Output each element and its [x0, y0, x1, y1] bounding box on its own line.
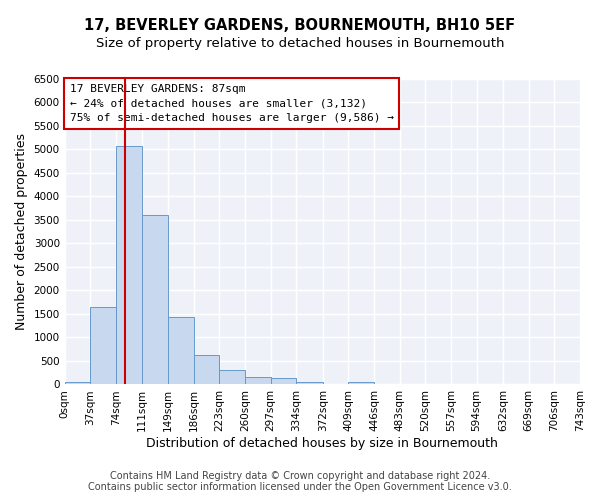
Bar [271, 378, 296, 384]
Bar [91, 307, 116, 384]
Bar [245, 377, 271, 384]
Text: 17 BEVERLEY GARDENS: 87sqm
← 24% of detached houses are smaller (3,132)
75% of s: 17 BEVERLEY GARDENS: 87sqm ← 24% of deta… [70, 84, 394, 123]
Bar [142, 216, 168, 384]
Bar [194, 356, 220, 384]
Text: Size of property relative to detached houses in Bournemouth: Size of property relative to detached ho… [96, 38, 504, 51]
X-axis label: Distribution of detached houses by size in Bournemouth: Distribution of detached houses by size … [146, 437, 498, 450]
Bar [168, 318, 194, 384]
Text: Contains public sector information licensed under the Open Government Licence v3: Contains public sector information licen… [88, 482, 512, 492]
Bar [116, 146, 142, 384]
Bar [65, 382, 91, 384]
Text: 17, BEVERLEY GARDENS, BOURNEMOUTH, BH10 5EF: 17, BEVERLEY GARDENS, BOURNEMOUTH, BH10 … [85, 18, 515, 32]
Text: Contains HM Land Registry data © Crown copyright and database right 2024.: Contains HM Land Registry data © Crown c… [110, 471, 490, 481]
Bar [349, 382, 374, 384]
Y-axis label: Number of detached properties: Number of detached properties [15, 133, 28, 330]
Bar [296, 382, 323, 384]
Bar [220, 370, 245, 384]
